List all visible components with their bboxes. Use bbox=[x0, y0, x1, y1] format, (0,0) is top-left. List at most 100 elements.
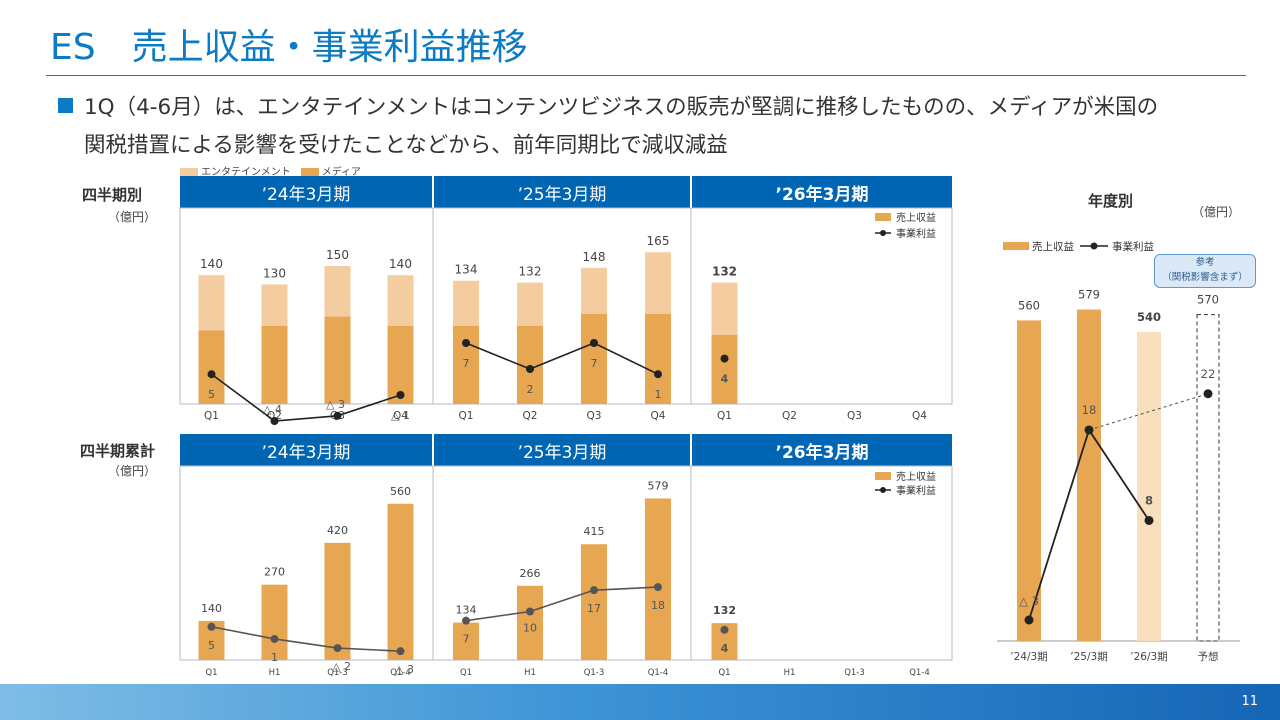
quarterly-profit-point bbox=[654, 370, 662, 379]
cumulative-tick-label: Q1-3 bbox=[844, 668, 865, 678]
quarterly-profit-line bbox=[465, 342, 659, 375]
page-title: ES 売上収益・事業利益推移 bbox=[50, 27, 528, 68]
annual-bar-revenue bbox=[1017, 320, 1041, 641]
annual-tick-label: ’24/3期 bbox=[1010, 651, 1047, 663]
cumulative-tick-label: Q1-4 bbox=[648, 668, 669, 678]
quarterly-tick-label: Q3 bbox=[847, 410, 862, 422]
quarterly-bar-media bbox=[324, 316, 351, 404]
cumulative-tick-label: Q1 bbox=[205, 668, 217, 678]
cumulative-profit-label: 10 bbox=[523, 622, 537, 635]
annual-bar-revenue bbox=[1137, 331, 1161, 641]
cumulative-profit-point bbox=[590, 586, 598, 595]
quarterly-profit-point bbox=[590, 339, 598, 347]
quarterly-plot-frame bbox=[179, 207, 953, 405]
reference-note-text: （関税影響含まず） bbox=[1162, 272, 1248, 283]
annual-profit-point bbox=[1084, 425, 1094, 435]
segment-legend: エンタテインメント メディア bbox=[180, 163, 361, 178]
quarterly-revenue-label: 140 bbox=[389, 257, 412, 271]
cumulative-bar-revenue bbox=[261, 584, 288, 660]
quarterly-header-fy26: ’26年3月期 bbox=[692, 176, 952, 208]
annual-tick-label: 予想 bbox=[1198, 650, 1219, 663]
quarterly-bar-media bbox=[711, 335, 738, 404]
quarterly-bar-media bbox=[645, 313, 671, 404]
quarterly-profit-label: △ 3 bbox=[326, 398, 345, 411]
annual-legend-profit-dot bbox=[1090, 242, 1098, 250]
annual-profit-label: △ 3 bbox=[1019, 594, 1039, 608]
reference-note-box: 参考 （関税影響含まず） bbox=[1154, 254, 1256, 288]
quarterly-revenue-label: 148 bbox=[583, 250, 606, 264]
legend-media: メディア bbox=[300, 163, 361, 178]
cumulative-revenue-label: 560 bbox=[390, 485, 411, 498]
cumulative-revenue-label: 270 bbox=[264, 566, 285, 579]
cumulative-revenue-label: 266 bbox=[520, 567, 541, 580]
cumulative-legend-revenue: 売上収益 bbox=[896, 470, 936, 483]
footer-band bbox=[0, 684, 1280, 720]
cumulative-profit-label: △ 3 bbox=[395, 663, 414, 676]
cumulative-tick-label: Q1-4 bbox=[909, 668, 930, 678]
cumulative-unit: （億円） bbox=[108, 464, 157, 478]
quarterly-bar-entertainment bbox=[517, 282, 543, 326]
annual-revenue-label: 570 bbox=[1197, 293, 1219, 307]
cumulative-revenue-label: 132 bbox=[713, 604, 736, 617]
annual-tick-label: ’26/3期 bbox=[1130, 651, 1167, 663]
quarterly-tick-label: Q2 bbox=[782, 410, 797, 422]
quarterly-tick-label: Q1 bbox=[717, 410, 732, 422]
quarterly-bar-media bbox=[453, 325, 479, 404]
quarterly-legend-revenue-swatch bbox=[875, 213, 891, 221]
quarterly-tick-label: Q2 bbox=[523, 410, 538, 422]
cumulative-profit-point bbox=[396, 647, 405, 656]
quarterly-profit-label: 2 bbox=[527, 383, 534, 396]
quarterly-legend-profit-dot bbox=[880, 230, 886, 236]
quarterly-header-fy24: ’24年3月期 bbox=[180, 176, 432, 208]
cumulative-tick-label: H1 bbox=[524, 668, 536, 678]
annual-profit-label: 8 bbox=[1145, 493, 1153, 507]
quarterly-bar-entertainment bbox=[324, 266, 351, 317]
annual-profit-point bbox=[1203, 389, 1213, 399]
cumulative-profit-point bbox=[333, 644, 342, 653]
quarterly-tick-label: Q4 bbox=[393, 410, 408, 422]
quarterly-profit-point bbox=[207, 370, 216, 379]
quarterly-revenue-label: 132 bbox=[712, 265, 737, 279]
quarterly-profit-point bbox=[396, 391, 405, 399]
cumulative-revenue-label: 420 bbox=[327, 524, 348, 537]
quarterly-revenue-label: 132 bbox=[519, 265, 542, 279]
quarterly-row-label: 四半期別 bbox=[82, 186, 143, 204]
bullet-square-icon bbox=[58, 98, 73, 113]
quarterly-tick-label: Q1 bbox=[204, 410, 219, 422]
quarterly-bar-entertainment bbox=[453, 280, 479, 326]
cumulative-header-fy24: ’24年3月期 bbox=[180, 434, 432, 466]
cumulative-legend-profit-dot bbox=[880, 487, 886, 493]
cumulative-tick-label: Q1 bbox=[460, 668, 472, 678]
cumulative-profit-point bbox=[207, 622, 216, 631]
annual-revenue-label: 540 bbox=[1137, 310, 1161, 324]
quarterly-profit-point bbox=[720, 354, 729, 363]
quarterly-tick-label: Q3 bbox=[587, 410, 602, 422]
cumulative-legend-revenue-swatch bbox=[875, 472, 891, 480]
cumulative-revenue-label: 134 bbox=[456, 604, 477, 617]
quarterly-bar-entertainment bbox=[198, 275, 225, 331]
quarterly-profit-point bbox=[333, 411, 342, 420]
quarterly-profit-label: 7 bbox=[591, 357, 598, 370]
annual-title: 年度別 bbox=[1088, 192, 1134, 210]
cumulative-row-label: 四半期累計 bbox=[80, 442, 156, 460]
quarterly-unit: （億円） bbox=[108, 210, 157, 224]
annual-legend-revenue-swatch bbox=[1003, 242, 1029, 250]
annual-revenue-label: 560 bbox=[1018, 298, 1040, 312]
legend-entertainment: エンタテインメント bbox=[180, 163, 291, 178]
quarterly-bar-entertainment bbox=[581, 267, 607, 314]
cumulative-profit-label: 4 bbox=[721, 642, 729, 655]
quarterly-revenue-label: 140 bbox=[200, 257, 223, 271]
quarterly-bar-media bbox=[261, 325, 288, 404]
quarterly-bar-media bbox=[387, 325, 414, 404]
annual-legend-profit: 事業利益 bbox=[1112, 240, 1154, 253]
quarterly-tick-label: Q4 bbox=[651, 410, 666, 422]
quarterly-tick-label: Q4 bbox=[912, 410, 927, 422]
quarterly-revenue-label: 130 bbox=[263, 266, 286, 280]
quarterly-bar-media bbox=[198, 330, 225, 404]
quarterly-bar-entertainment bbox=[261, 284, 288, 326]
quarterly-bar-entertainment bbox=[711, 282, 738, 335]
annual-profit-forecast-line bbox=[1088, 393, 1209, 431]
cumulative-tick-label: Q1-3 bbox=[327, 668, 348, 678]
annual-legend-revenue: 売上収益 bbox=[1032, 240, 1074, 253]
